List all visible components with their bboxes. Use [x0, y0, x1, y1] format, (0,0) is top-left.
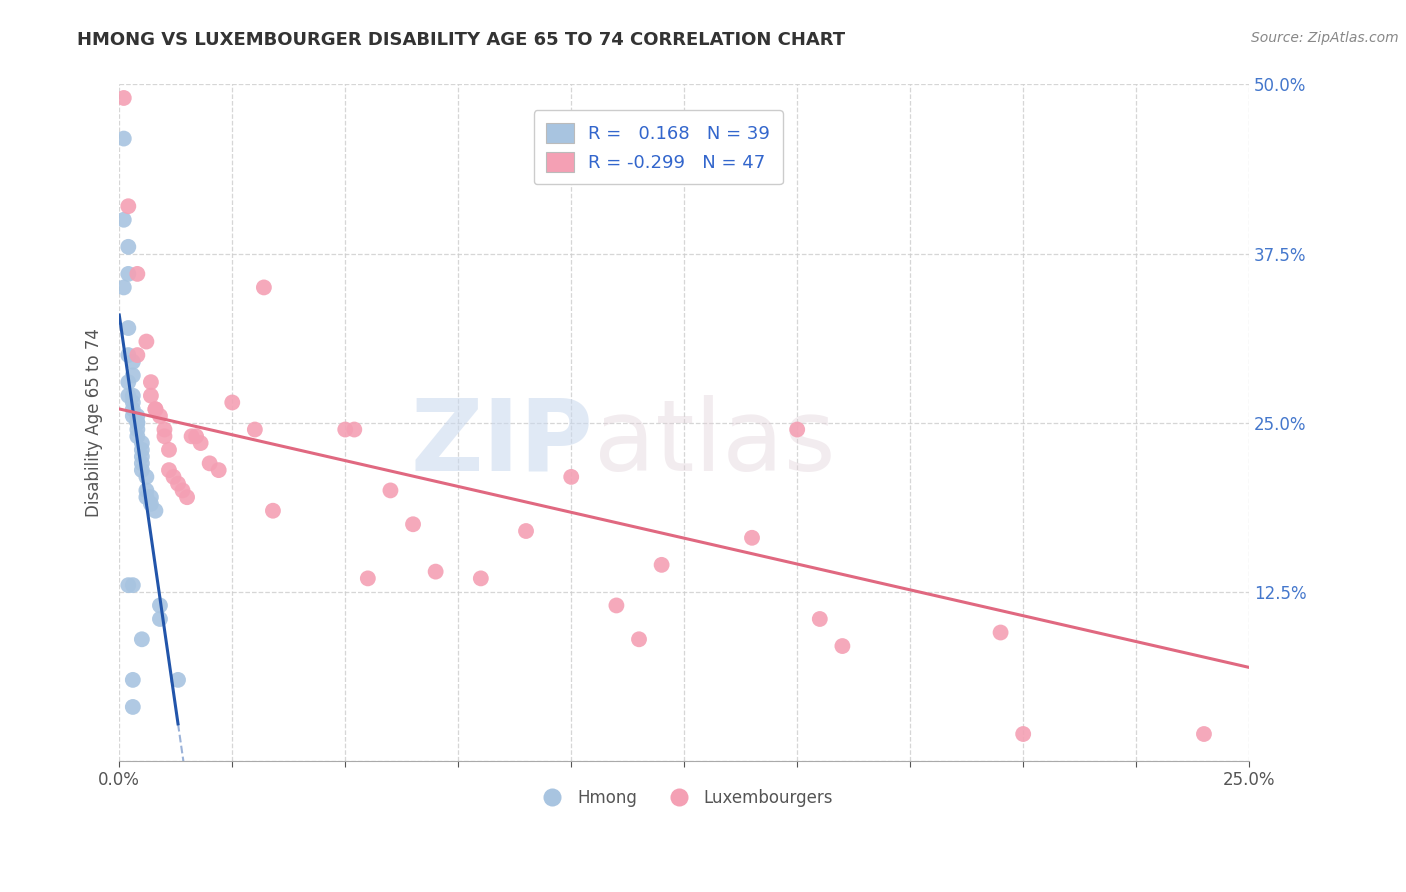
- Point: [253, 280, 276, 294]
- Point: [131, 463, 153, 477]
- Point: [135, 483, 157, 498]
- Point: [131, 450, 153, 464]
- Point: [135, 334, 157, 349]
- Point: [149, 409, 172, 423]
- Point: [117, 578, 139, 592]
- Point: [127, 409, 149, 423]
- Point: [786, 423, 808, 437]
- Point: [131, 632, 153, 647]
- Text: atlas: atlas: [593, 394, 835, 491]
- Point: [135, 470, 157, 484]
- Point: [470, 571, 492, 585]
- Point: [990, 625, 1012, 640]
- Point: [139, 389, 162, 403]
- Point: [112, 91, 135, 105]
- Point: [145, 402, 167, 417]
- Point: [167, 673, 190, 687]
- Point: [198, 456, 221, 470]
- Point: [149, 612, 172, 626]
- Point: [1012, 727, 1035, 741]
- Point: [121, 395, 143, 409]
- Point: [117, 389, 139, 403]
- Point: [357, 571, 380, 585]
- Point: [112, 131, 135, 145]
- Point: [117, 240, 139, 254]
- Point: [627, 632, 650, 647]
- Point: [131, 442, 153, 457]
- Point: [135, 490, 157, 504]
- Point: [425, 565, 447, 579]
- Point: [121, 355, 143, 369]
- Point: [243, 423, 266, 437]
- Point: [131, 456, 153, 470]
- Point: [180, 429, 202, 443]
- Point: [167, 476, 190, 491]
- Point: [380, 483, 402, 498]
- Point: [127, 416, 149, 430]
- Point: [1192, 727, 1215, 741]
- Point: [651, 558, 673, 572]
- Point: [121, 368, 143, 383]
- Point: [172, 483, 194, 498]
- Point: [153, 429, 176, 443]
- Point: [121, 673, 143, 687]
- Point: [831, 639, 853, 653]
- Point: [121, 402, 143, 417]
- Point: [112, 280, 135, 294]
- Point: [127, 267, 149, 281]
- Point: [139, 375, 162, 389]
- Point: [402, 517, 425, 532]
- Point: [112, 212, 135, 227]
- Point: [121, 700, 143, 714]
- Point: [117, 348, 139, 362]
- Point: [139, 490, 162, 504]
- Point: [145, 402, 167, 417]
- Point: [127, 429, 149, 443]
- Text: Source: ZipAtlas.com: Source: ZipAtlas.com: [1251, 31, 1399, 45]
- Point: [560, 470, 582, 484]
- Point: [127, 348, 149, 362]
- Point: [127, 416, 149, 430]
- Y-axis label: Disability Age 65 to 74: Disability Age 65 to 74: [86, 328, 103, 517]
- Point: [262, 504, 284, 518]
- Point: [145, 504, 167, 518]
- Point: [190, 436, 212, 450]
- Text: ZIP: ZIP: [411, 394, 593, 491]
- Point: [162, 470, 184, 484]
- Point: [139, 497, 162, 511]
- Point: [121, 409, 143, 423]
- Point: [117, 321, 139, 335]
- Point: [808, 612, 831, 626]
- Point: [515, 524, 537, 538]
- Point: [157, 442, 180, 457]
- Point: [117, 267, 139, 281]
- Point: [741, 531, 763, 545]
- Point: [221, 395, 243, 409]
- Text: HMONG VS LUXEMBOURGER DISABILITY AGE 65 TO 74 CORRELATION CHART: HMONG VS LUXEMBOURGER DISABILITY AGE 65 …: [77, 31, 845, 49]
- Point: [121, 578, 143, 592]
- Point: [117, 375, 139, 389]
- Point: [127, 423, 149, 437]
- Point: [184, 429, 207, 443]
- Point: [149, 599, 172, 613]
- Point: [121, 389, 143, 403]
- Point: [343, 423, 366, 437]
- Point: [335, 423, 357, 437]
- Legend: Hmong, Luxembourgers: Hmong, Luxembourgers: [529, 782, 839, 814]
- Point: [117, 199, 139, 213]
- Point: [208, 463, 231, 477]
- Point: [157, 463, 180, 477]
- Point: [605, 599, 627, 613]
- Point: [131, 436, 153, 450]
- Point: [153, 423, 176, 437]
- Point: [176, 490, 198, 504]
